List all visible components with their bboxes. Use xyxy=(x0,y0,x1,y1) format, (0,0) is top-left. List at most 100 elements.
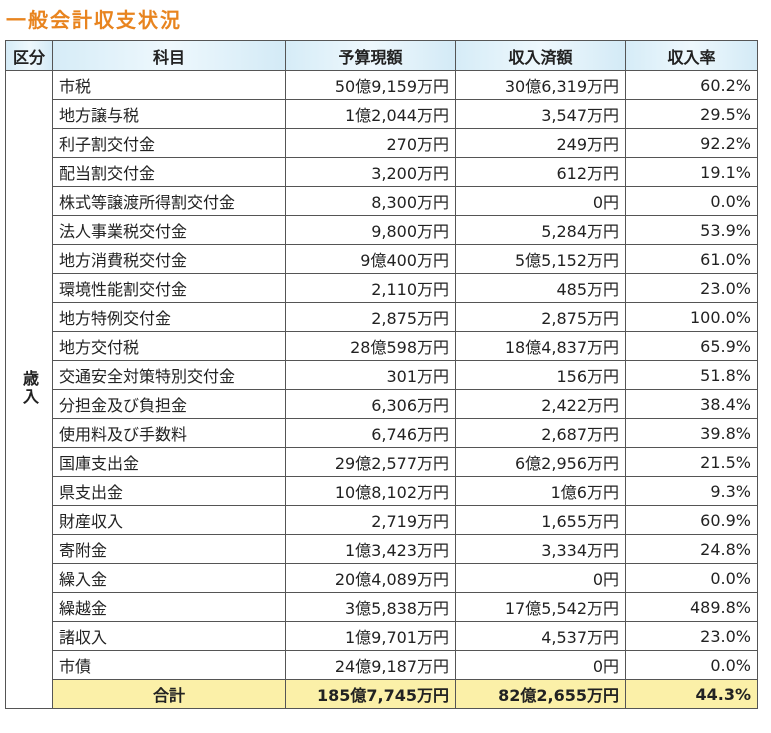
budget: 9,800万円 xyxy=(285,215,456,245)
rate: 9.3% xyxy=(625,476,758,506)
rate: 0.0% xyxy=(625,563,758,593)
item-name: 使用料及び手数料 xyxy=(52,418,286,448)
total-row: 合計 185億7,745万円 82億2,655万円 44.3% xyxy=(6,679,758,709)
table-body: 歳入 市税 50億9,159万円 30億6,319万円 60.2% 地方譲与税 1億2,04… xyxy=(5,70,758,709)
received: 17億5,542万円 xyxy=(455,592,626,622)
budget: 9億400万円 xyxy=(285,244,456,274)
total-received: 82億2,655万円 xyxy=(455,679,626,709)
total-rate: 44.3% xyxy=(625,679,758,709)
received: 30億6,319万円 xyxy=(455,70,626,100)
rate: 53.9% xyxy=(625,215,758,245)
header-cell: 収入率 xyxy=(625,40,758,71)
budget: 2,875万円 xyxy=(285,302,456,332)
budget: 28億598万円 xyxy=(285,331,456,361)
item-name: 地方譲与税 xyxy=(52,99,286,129)
budget: 50億9,159万円 xyxy=(285,70,456,100)
rate: 24.8% xyxy=(625,534,758,564)
budget: 24億9,187万円 xyxy=(285,650,456,680)
received: 4,537万円 xyxy=(455,621,626,651)
table-row: 財産収入 2,719万円 1,655万円 60.9% xyxy=(6,505,758,535)
budget: 270万円 xyxy=(285,128,456,158)
budget: 3億5,838万円 xyxy=(285,592,456,622)
item-name: 寄附金 xyxy=(52,534,286,564)
budget: 2,110万円 xyxy=(285,273,456,303)
rate: 61.0% xyxy=(625,244,758,274)
header-cell: 区分 xyxy=(5,40,53,71)
table-row: 配当割交付金 3,200万円 612万円 19.1% xyxy=(6,157,758,187)
rate: 0.0% xyxy=(625,650,758,680)
item-name: 法人事業税交付金 xyxy=(52,215,286,245)
item-name: 繰入金 xyxy=(52,563,286,593)
item-name: 繰越金 xyxy=(52,592,286,622)
budget: 1億3,423万円 xyxy=(285,534,456,564)
header-cell: 科目 xyxy=(52,40,286,71)
rate: 19.1% xyxy=(625,157,758,187)
received: 1億6万円 xyxy=(455,476,626,506)
rate: 51.8% xyxy=(625,360,758,390)
title: 一般会計収支状況 xyxy=(6,8,182,32)
received: 0円 xyxy=(455,650,626,680)
table-row: 株式等譲渡所得割交付金 8,300万円 0円 0.0% xyxy=(6,186,758,216)
budget: 3,200万円 xyxy=(285,157,456,187)
rate: 60.9% xyxy=(625,505,758,535)
received: 5億5,152万円 xyxy=(455,244,626,274)
received: 3,547万円 xyxy=(455,99,626,129)
budget: 2,719万円 xyxy=(285,505,456,535)
item-name: 市債 xyxy=(52,650,286,680)
rate: 39.8% xyxy=(625,418,758,448)
rate: 489.8% xyxy=(625,592,758,622)
item-name: 諸収入 xyxy=(52,621,286,651)
rate: 60.2% xyxy=(625,70,758,100)
table-row: 繰入金 20億4,089万円 0円 0.0% xyxy=(6,563,758,593)
budget: 10億8,102万円 xyxy=(285,476,456,506)
received: 3,334万円 xyxy=(455,534,626,564)
table-row: 地方特例交付金 2,875万円 2,875万円 100.0% xyxy=(6,302,758,332)
received: 2,875万円 xyxy=(455,302,626,332)
budget: 8,300万円 xyxy=(285,186,456,216)
received: 0円 xyxy=(455,186,626,216)
item-name: 株式等譲渡所得割交付金 xyxy=(52,186,286,216)
table-row: 諸収入 1億9,701万円 4,537万円 23.0% xyxy=(6,621,758,651)
table-row: 地方譲与税 1億2,044万円 3,547万円 29.5% xyxy=(6,99,758,129)
item-name: 県支出金 xyxy=(52,476,286,506)
budget: 6,746万円 xyxy=(285,418,456,448)
budget: 20億4,089万円 xyxy=(285,563,456,593)
table-row: 繰越金 3億5,838万円 17億5,542万円 489.8% xyxy=(6,592,758,622)
received: 2,422万円 xyxy=(455,389,626,419)
item-name: 市税 xyxy=(52,70,286,100)
rate: 65.9% xyxy=(625,331,758,361)
item-name: 環境性能割交付金 xyxy=(52,273,286,303)
item-name: 地方消費税交付金 xyxy=(52,244,286,274)
received: 612万円 xyxy=(455,157,626,187)
budget: 1億9,701万円 xyxy=(285,621,456,651)
rate: 23.0% xyxy=(625,621,758,651)
item-name: 地方交付税 xyxy=(52,331,286,361)
rate: 0.0% xyxy=(625,186,758,216)
table-row: 分担金及び負担金 6,306万円 2,422万円 38.4% xyxy=(6,389,758,419)
received: 6億2,956万円 xyxy=(455,447,626,477)
table-row: 使用料及び手数料 6,746万円 2,687万円 39.8% xyxy=(6,418,758,448)
item-name: 交通安全対策特別交付金 xyxy=(52,360,286,390)
table-row: 市債 24億9,187万円 0円 0.0% xyxy=(6,650,758,680)
rate: 23.0% xyxy=(625,273,758,303)
total-item-name: 合計 xyxy=(52,679,286,709)
budget: 1億2,044万円 xyxy=(285,99,456,129)
revenue-table: 区分 科目 予算現額 収入済額 収入率 歳入 市税 50億9,159万円 30億6,319万円… xyxy=(5,40,758,709)
table-row: 地方消費税交付金 9億400万円 5億5,152万円 61.0% xyxy=(6,244,758,274)
table-row: 歳入 市税 50億9,159万円 30億6,319万円 60.2% xyxy=(5,70,758,709)
rate: 29.5% xyxy=(625,99,758,129)
received: 2,687万円 xyxy=(455,418,626,448)
table-row: 利子割交付金 270万円 249万円 92.2% xyxy=(6,128,758,158)
rate: 38.4% xyxy=(625,389,758,419)
item-name: 財産収入 xyxy=(52,505,286,535)
item-name: 利子割交付金 xyxy=(52,128,286,158)
category-label: 歳入 xyxy=(20,369,39,406)
header-row: 区分 科目 予算現額 収入済額 収入率 xyxy=(5,40,758,71)
header-cell: 収入済額 xyxy=(455,40,626,71)
item-name: 地方特例交付金 xyxy=(52,302,286,332)
received: 18億4,837万円 xyxy=(455,331,626,361)
budget: 29億2,577万円 xyxy=(285,447,456,477)
received: 249万円 xyxy=(455,128,626,158)
received: 156万円 xyxy=(455,360,626,390)
